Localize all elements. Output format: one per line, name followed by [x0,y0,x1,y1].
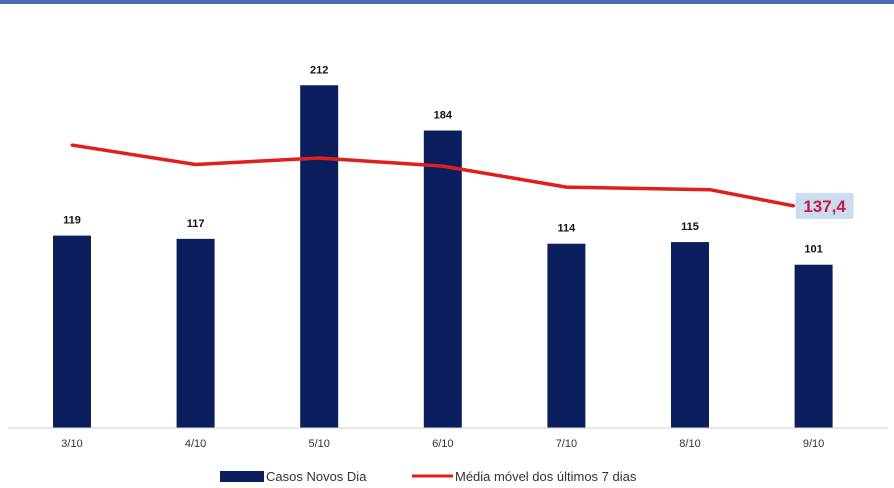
bar-value-label: 101 [804,244,822,256]
top-border [0,0,894,4]
bar-value-label: 212 [310,64,328,76]
x-tick-label: 8/10 [679,438,700,450]
bar-value-label: 117 [187,218,205,230]
x-tick-label: 4/10 [185,438,206,450]
bar-labels-layer: 119 117 212 184 114 115 101 [63,64,823,255]
x-tick-label: 3/10 [61,438,82,450]
x-tick-label: 6/10 [432,438,453,450]
moving-average-point [441,164,445,168]
bar-value-label: 115 [681,221,699,233]
moving-average-point [792,204,796,208]
moving-average-point [194,162,198,166]
bar-value-label: 184 [434,110,453,122]
line-value-callout-bg [795,192,854,219]
bar-value-label: 119 [63,215,81,227]
bar-6/10 [423,130,462,429]
moving-average-point [70,143,74,147]
legend-swatch-bar [220,471,264,482]
bars-layer [53,85,833,429]
bar-4/10 [176,238,215,428]
bar-3/10 [53,235,91,428]
moving-average-point [564,185,568,189]
bar-8/10 [671,242,709,428]
x-tick-label: 5/10 [308,438,329,450]
bar-value-label: 114 [558,223,577,235]
legend: Casos Novos Dia Média móvel dos últimos … [220,469,637,484]
moving-average-point [317,156,321,160]
legend-label-bar: Casos Novos Dia [266,469,367,484]
legend-label-line: Média móvel dos últimos 7 dias [455,469,637,484]
bar-9/10 [794,264,833,428]
line-layer: 137,4 [70,143,854,219]
bar-7/10 [547,243,586,428]
x-tick-label: 9/10 [803,438,824,450]
moving-average-point [708,188,712,192]
bar-5/10 [300,85,339,429]
x-ticks-layer: 3/10 4/10 5/10 6/10 7/10 8/10 9/10 [61,438,824,450]
x-tick-label: 7/10 [556,438,577,450]
line-value-callout: 137,4 [803,197,846,216]
